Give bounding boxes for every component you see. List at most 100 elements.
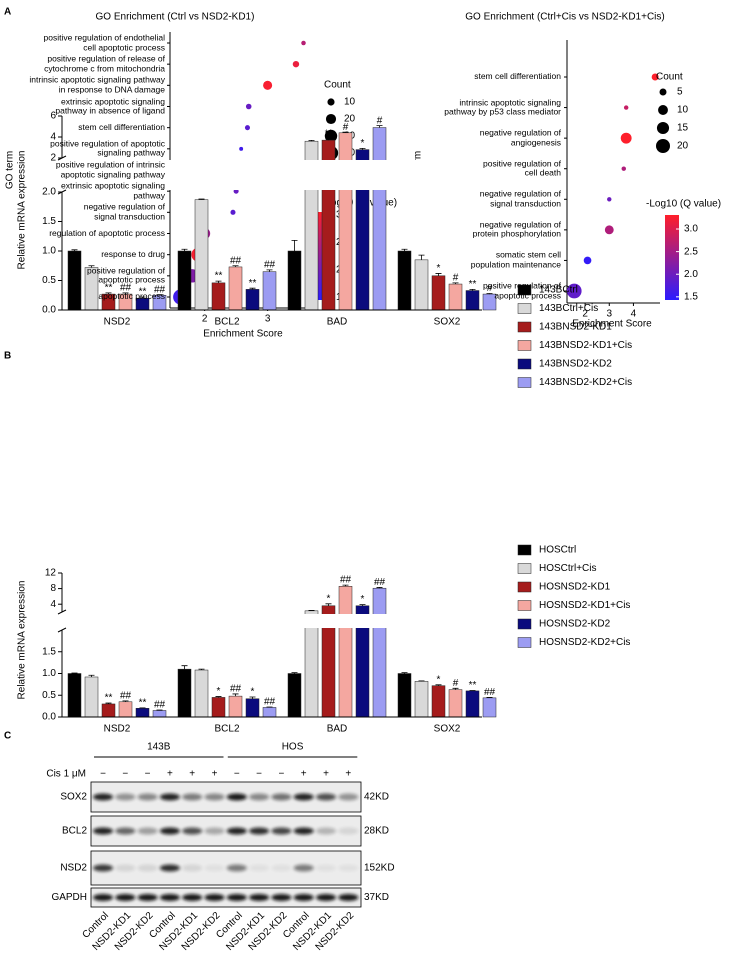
bar xyxy=(397,673,412,718)
legend-swatch xyxy=(517,581,532,593)
blot-band xyxy=(137,793,158,801)
error-bar xyxy=(325,138,332,141)
error-bar xyxy=(325,603,332,606)
x-tick-label: NSD2 xyxy=(104,724,131,735)
error-bar xyxy=(198,668,205,671)
blot-band xyxy=(293,793,314,801)
significance-label: * xyxy=(251,687,255,698)
treatment-sign: + xyxy=(167,769,173,780)
blot-band xyxy=(338,894,359,901)
x-tick-label: 3 xyxy=(606,309,612,320)
error-bar xyxy=(401,248,408,251)
y-tick-label: 2 xyxy=(50,153,56,164)
size-legend-marker xyxy=(658,105,668,115)
blot-band xyxy=(115,894,136,901)
bar xyxy=(194,199,209,311)
size-label: 28KD xyxy=(364,826,389,837)
bar xyxy=(177,250,192,311)
significance-label: # xyxy=(453,678,459,689)
significance-label: * xyxy=(437,263,441,274)
size-legend-label: 5 xyxy=(677,87,683,98)
axis-break xyxy=(63,614,483,628)
bar xyxy=(152,710,167,718)
color-bar xyxy=(665,215,679,300)
y-tick-label: extrinsic apoptotic signaling pathway in… xyxy=(55,95,165,116)
bubble xyxy=(651,73,659,81)
significance-label: ** xyxy=(249,278,257,289)
blot-band xyxy=(93,894,113,901)
error-bar xyxy=(452,687,459,690)
legend-label: 143BNSD2-KD2 xyxy=(539,359,612,370)
legend-swatch xyxy=(517,303,532,314)
blot-band xyxy=(293,864,314,872)
significance-label: ## xyxy=(264,697,276,708)
blot-band xyxy=(316,864,336,872)
size-legend-marker xyxy=(656,139,670,153)
blot-band xyxy=(182,864,203,872)
size-legend-label: 20 xyxy=(677,141,689,152)
blot-band xyxy=(204,793,225,801)
error-bar xyxy=(308,139,315,142)
y-tick-label: stem cell differentiation xyxy=(474,71,561,82)
legend-label: HOSCtrl+Cis xyxy=(539,563,597,574)
blot-band xyxy=(182,827,203,835)
error-bar xyxy=(359,604,366,606)
legend-label: HOSNSD2-KD2 xyxy=(539,619,611,630)
blot-band xyxy=(226,894,247,901)
bar xyxy=(338,586,353,718)
y-tick-label: negative regulation of angiogenesis xyxy=(479,127,561,148)
bar xyxy=(67,673,82,718)
significance-label: ## xyxy=(374,577,386,588)
treatment-sign: − xyxy=(100,769,106,780)
treatment-sign: − xyxy=(145,769,151,780)
significance-label: ** xyxy=(469,680,477,691)
bubble xyxy=(292,60,300,68)
legend-label: 143BNSD2-KD1+Cis xyxy=(539,340,632,351)
x-tick-label: BCL2 xyxy=(214,317,239,328)
y-tick-label: intrinsic apoptotic signaling pathway in… xyxy=(29,74,165,95)
blot-band xyxy=(93,827,113,835)
error-bar xyxy=(401,672,408,674)
y-tick-label: response to drug xyxy=(101,248,165,259)
x-tick-label: BCL2 xyxy=(214,724,239,735)
size-legend-label: 20 xyxy=(344,114,356,125)
error-bar xyxy=(122,700,129,702)
bubble xyxy=(245,103,252,110)
color-tick-label: 2.0 xyxy=(684,269,698,280)
blot-band xyxy=(271,894,292,901)
y-tick-label: positive regulation of release of cytoch… xyxy=(44,53,165,74)
blot-band xyxy=(338,793,359,801)
significance-label: * xyxy=(361,138,365,149)
color-tick-label: 3.0 xyxy=(684,224,698,235)
significance-label: ## xyxy=(120,691,132,702)
bubble xyxy=(301,40,306,46)
significance-label: ## xyxy=(154,700,166,711)
protein-label: NSD2 xyxy=(60,863,87,874)
bar xyxy=(262,271,277,311)
significance-label: ## xyxy=(230,255,242,266)
bar xyxy=(414,681,429,718)
axis-break-mark xyxy=(57,609,67,615)
blot-band xyxy=(204,894,225,901)
size-legend-title: Count xyxy=(656,72,683,83)
bubble xyxy=(621,166,626,171)
x-tick-label: 2 xyxy=(202,314,208,325)
bubble xyxy=(239,146,244,151)
color-tick-label: 2.5 xyxy=(684,246,698,257)
x-tick-label: SOX2 xyxy=(434,724,461,735)
blot-band xyxy=(159,793,180,801)
axis-break-mark xyxy=(57,627,67,633)
treatment-sign: + xyxy=(301,769,307,780)
error-bar xyxy=(215,696,222,698)
blot-band xyxy=(182,894,203,901)
size-legend-label: 10 xyxy=(344,97,356,108)
legend-label: 143BCtrl xyxy=(539,285,578,296)
legend-swatch xyxy=(517,377,532,388)
protein-label: GAPDH xyxy=(51,892,87,903)
error-bar xyxy=(181,665,188,670)
bubble xyxy=(620,132,632,144)
significance-label: # xyxy=(487,283,493,294)
error-bar xyxy=(291,239,298,251)
blot-band xyxy=(226,827,247,835)
